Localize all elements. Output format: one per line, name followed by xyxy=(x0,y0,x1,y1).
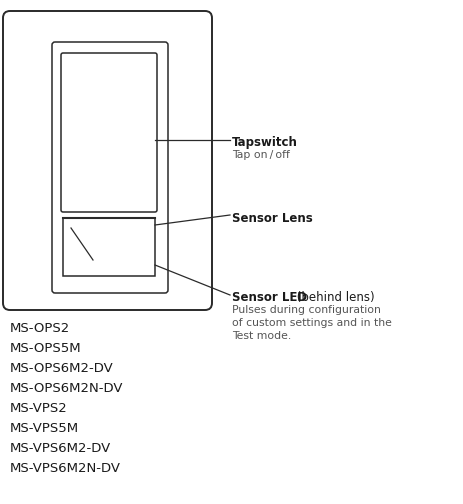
Text: Tapswitch: Tapswitch xyxy=(232,136,298,149)
Text: MS-OPS6M2-DV: MS-OPS6M2-DV xyxy=(10,362,114,375)
Text: MS-VPS6M2-DV: MS-VPS6M2-DV xyxy=(10,442,111,455)
Text: MS-OPS2: MS-OPS2 xyxy=(10,322,70,335)
FancyBboxPatch shape xyxy=(61,53,157,212)
Text: MS-OPS6M2N-DV: MS-OPS6M2N-DV xyxy=(10,382,124,395)
Text: Sensor LED: Sensor LED xyxy=(232,291,307,304)
Text: Pulses during configuration
of custom settings and in the
Test mode.: Pulses during configuration of custom se… xyxy=(232,305,392,341)
Text: MS-VPS5M: MS-VPS5M xyxy=(10,422,79,435)
Text: (behind lens): (behind lens) xyxy=(293,291,375,304)
Text: MS-OPS5M: MS-OPS5M xyxy=(10,342,81,355)
Text: Tap on / off: Tap on / off xyxy=(232,150,290,160)
Text: MS-VPS2: MS-VPS2 xyxy=(10,402,68,415)
Text: MS-VPS6M2N-DV: MS-VPS6M2N-DV xyxy=(10,462,121,475)
FancyBboxPatch shape xyxy=(52,42,168,293)
Text: Sensor Lens: Sensor Lens xyxy=(232,212,313,225)
FancyBboxPatch shape xyxy=(3,11,212,310)
Bar xyxy=(63,218,155,276)
